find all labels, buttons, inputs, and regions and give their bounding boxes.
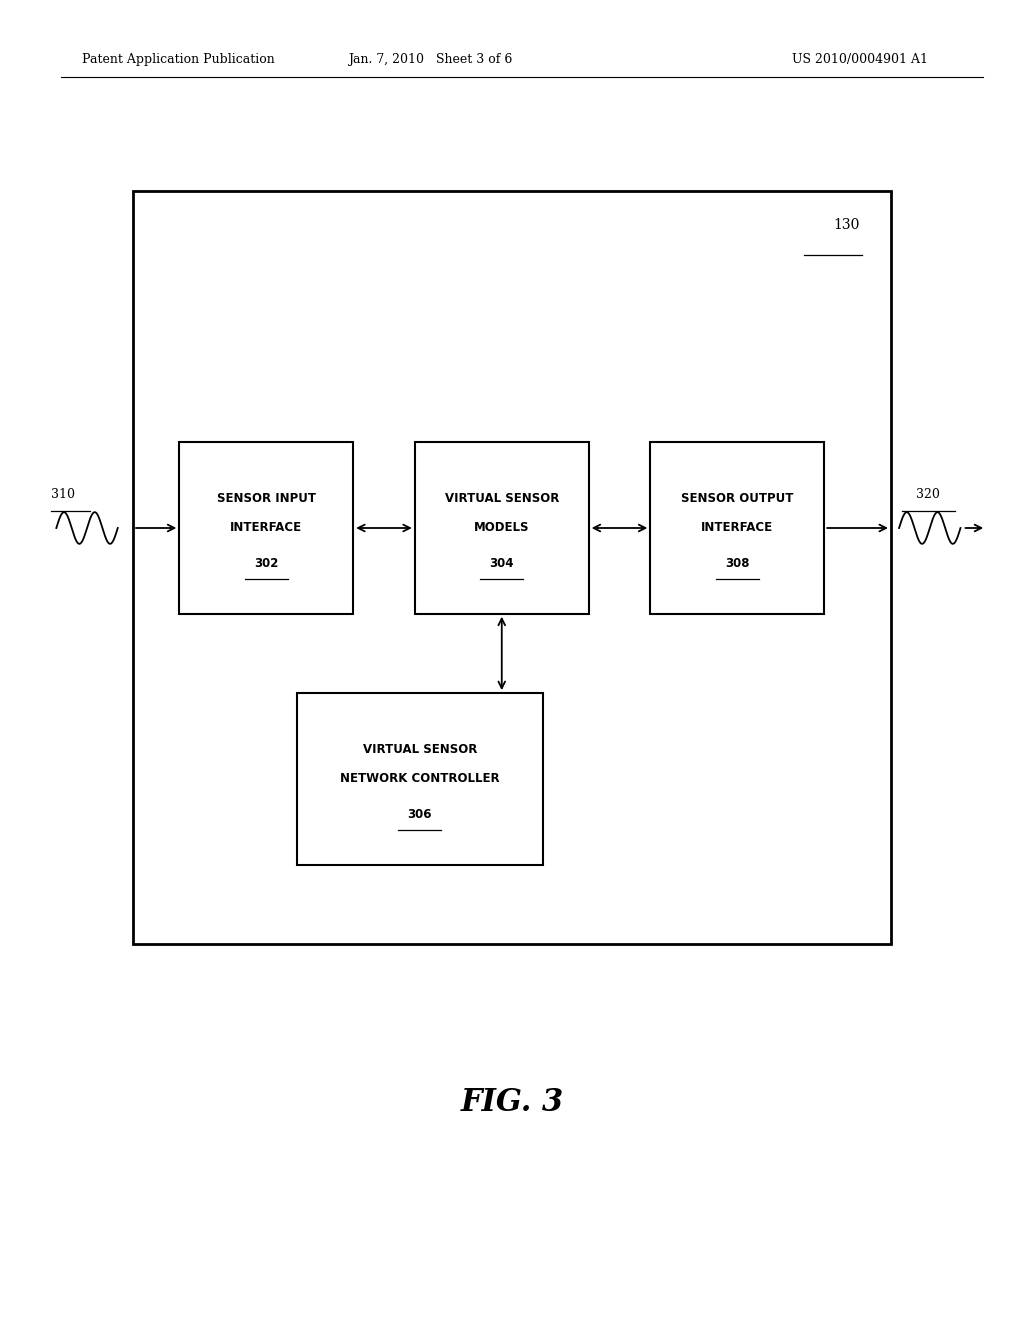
Text: NETWORK CONTROLLER: NETWORK CONTROLLER: [340, 772, 500, 785]
Bar: [415, 442, 589, 614]
Text: Patent Application Publication: Patent Application Publication: [82, 53, 274, 66]
Text: 130: 130: [834, 218, 860, 232]
Text: INTERFACE: INTERFACE: [230, 521, 302, 535]
Text: VIRTUAL SENSOR: VIRTUAL SENSOR: [362, 743, 477, 756]
Text: 310: 310: [51, 488, 75, 502]
Text: 308: 308: [725, 557, 750, 570]
Bar: [179, 442, 353, 614]
Text: 302: 302: [254, 557, 279, 570]
Text: Jan. 7, 2010   Sheet 3 of 6: Jan. 7, 2010 Sheet 3 of 6: [348, 53, 512, 66]
Text: VIRTUAL SENSOR: VIRTUAL SENSOR: [444, 492, 559, 506]
Text: 320: 320: [915, 488, 940, 502]
Text: MODELS: MODELS: [474, 521, 529, 535]
Bar: [650, 442, 824, 614]
Text: 304: 304: [489, 557, 514, 570]
Text: 306: 306: [408, 808, 432, 821]
Bar: [297, 693, 543, 865]
Text: US 2010/0004901 A1: US 2010/0004901 A1: [793, 53, 928, 66]
Text: INTERFACE: INTERFACE: [701, 521, 773, 535]
Bar: [133, 191, 891, 944]
Text: FIG. 3: FIG. 3: [461, 1086, 563, 1118]
Text: SENSOR OUTPUT: SENSOR OUTPUT: [681, 492, 794, 506]
Text: SENSOR INPUT: SENSOR INPUT: [217, 492, 315, 506]
